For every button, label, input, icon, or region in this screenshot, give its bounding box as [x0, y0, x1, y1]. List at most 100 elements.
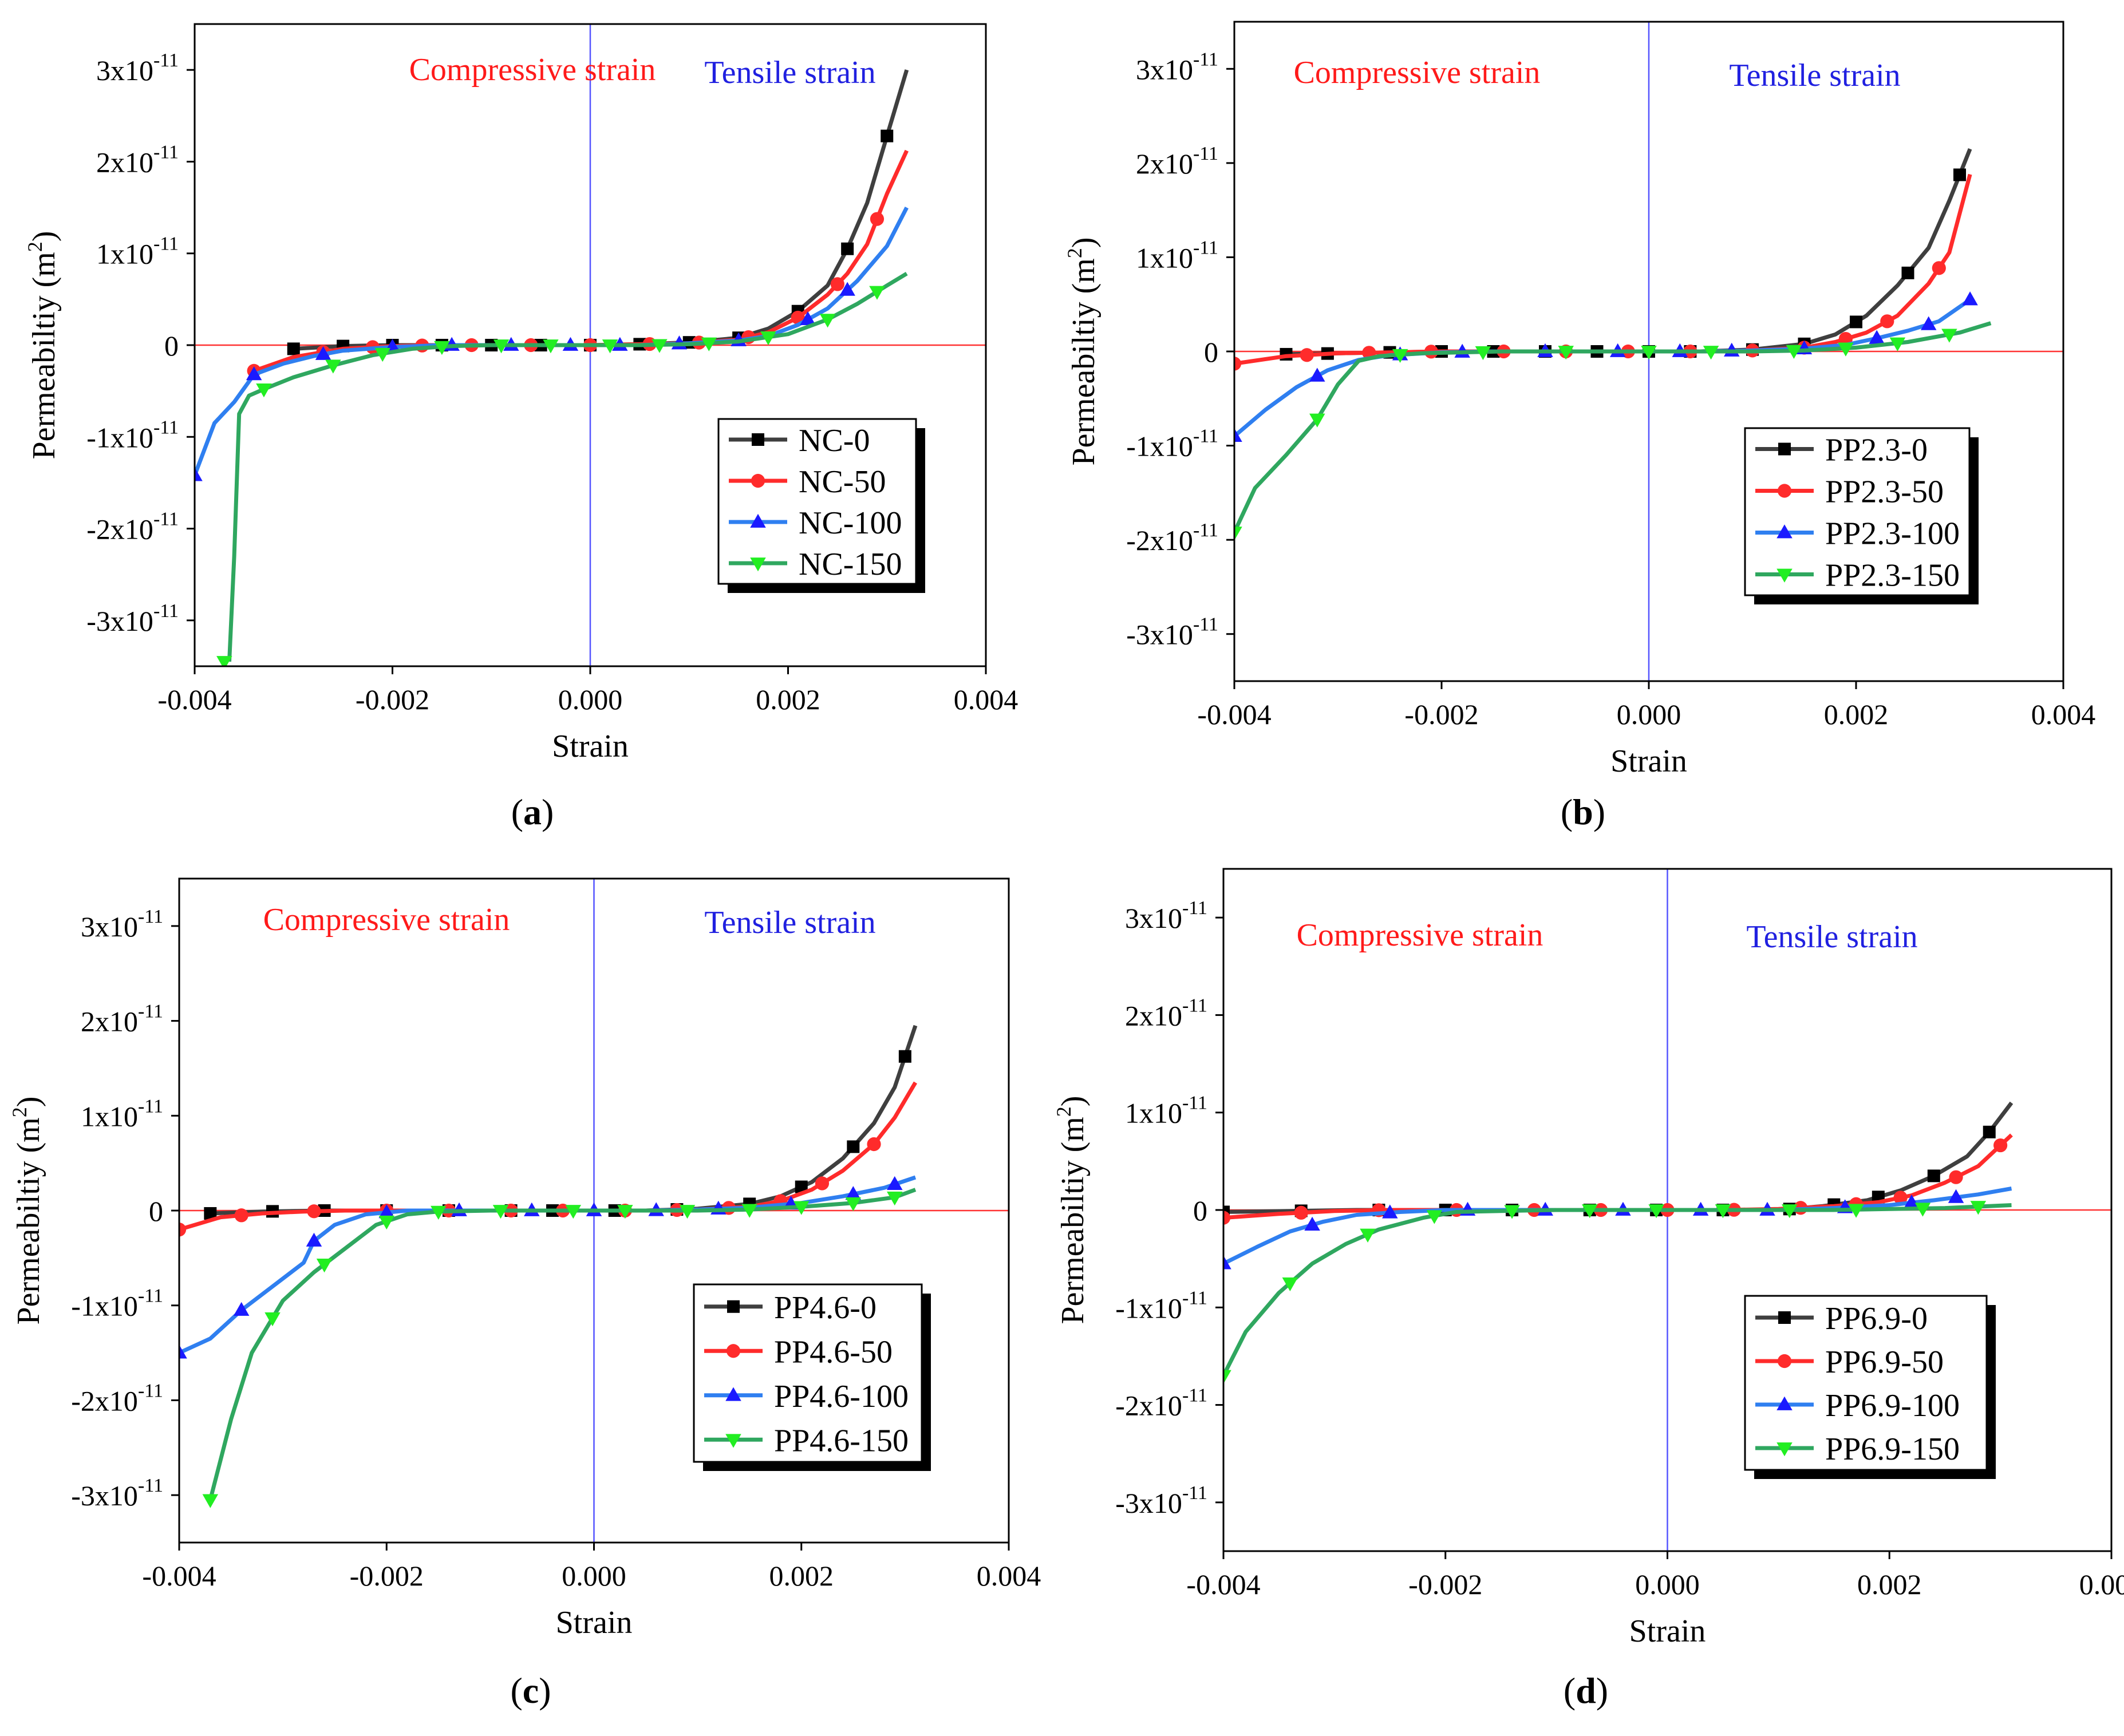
y-tick-base: -3x10	[86, 605, 153, 637]
legend-item-PP6.9-0: PP6.9-0	[1755, 1301, 1928, 1336]
x-tick-label: -0.002	[1408, 1568, 1482, 1600]
caption-letter: c	[523, 1670, 539, 1711]
legend-marker-PP4.6-50	[726, 1344, 741, 1358]
data-point-PP6.9-150-0	[1223, 1370, 1231, 1384]
caption-open-paren: (	[511, 792, 523, 832]
y-tick-base: 3x10	[1125, 902, 1182, 934]
data-point-PP2.3-100-10	[1920, 316, 1937, 330]
x-tick-label: 0.002	[1857, 1568, 1922, 1600]
data-point-PP2.3-0-11	[1850, 315, 1862, 329]
data-point-PP2.3-50-0	[1234, 357, 1242, 371]
x-tick-label: 0.004	[954, 683, 1018, 715]
y-tick-exponent: -11	[153, 141, 179, 163]
data-point-PP4.6-0-12	[898, 1050, 911, 1063]
plot-area	[1234, 148, 1992, 541]
data-point-PP2.3-150-6	[1703, 346, 1719, 360]
y-tick-base: 2x10	[96, 146, 153, 178]
legend-box	[1744, 1295, 1988, 1471]
data-point-PP4.6-50-11	[815, 1176, 830, 1191]
data-point-PP6.9-0-11	[1927, 1169, 1940, 1183]
data-point-PP2.3-150-3	[1475, 346, 1491, 361]
legend-marker-PP4.6-100	[725, 1387, 741, 1401]
legend-item-PP4.6-0: PP4.6-0	[704, 1290, 877, 1326]
y-tick-exponent: -11	[153, 234, 179, 255]
y-tick-base: 3x10	[81, 911, 138, 943]
y-tick-exponent: -11	[153, 509, 179, 530]
y-tick-label: -1x10-11	[86, 417, 179, 453]
data-point-PP4.6-50-2	[307, 1204, 321, 1219]
chart-panel-d: -0.004-0.0020.0000.0020.0043x10-112x10-1…	[1052, 868, 2124, 1711]
data-point-NC-100-1	[246, 366, 262, 381]
data-point-PP2.3-50-12	[1932, 261, 1946, 275]
y-tick-exponent: -11	[153, 417, 179, 438]
data-point-PP4.6-150-3	[378, 1215, 394, 1230]
legend-marker-PP2.3-150	[1776, 568, 1793, 583]
data-point-PP2.3-150-9	[1889, 337, 1906, 351]
legend-item-PP2.3-150: PP2.3-150	[1755, 558, 1960, 594]
x-axis-title: Strain	[556, 1605, 633, 1640]
legend: PP2.3-0 PP2.3-50 PP2.3-100 PP2.3-150	[1744, 427, 1979, 604]
y-tick-exponent: -11	[1193, 520, 1218, 541]
legend-label: NC-0	[799, 423, 870, 458]
data-point-PP6.9-50-1	[1294, 1205, 1308, 1220]
legend-box	[1744, 427, 1971, 596]
data-point-NC-0-0	[287, 342, 300, 355]
y-tick-exponent: -11	[1193, 426, 1218, 447]
y-tick-base: 1x10	[81, 1100, 138, 1132]
data-point-PP2.3-150-7	[1786, 345, 1802, 359]
data-point-PP4.6-100-11	[887, 1176, 903, 1191]
y-tick-base: -3x10	[1115, 1487, 1182, 1519]
y-tick-label: 1x10-11	[1125, 1093, 1207, 1129]
data-point-NC-150-5	[493, 339, 510, 354]
data-point-NC-150-10	[760, 331, 776, 346]
series-line-NC-150	[227, 272, 908, 662]
y-tick-exponent: -11	[1193, 143, 1218, 164]
series-line-NC-50	[253, 149, 909, 373]
legend-label: PP4.6-100	[774, 1379, 909, 1414]
y-tick-base: -3x10	[1126, 619, 1193, 651]
data-point-PP6.9-50-0	[1223, 1211, 1231, 1225]
chart-panel-b: -0.004 -0.002 0.000 0.002 0.0043x10-112x10-1…	[1063, 21, 2095, 832]
y-tick-exponent: -11	[1182, 1482, 1207, 1504]
legend-item-PP2.3-50: PP2.3-50	[1755, 474, 1944, 510]
data-point-PP4.6-50-12	[867, 1137, 881, 1152]
tensile-strain-label: Tensile strain	[1729, 58, 1900, 93]
x-tick-label: -0.002	[1404, 698, 1478, 730]
x-tick-label: 0.000	[1635, 1568, 1700, 1600]
x-axis-title: Strain	[1610, 744, 1687, 779]
data-point-PP2.3-150-10	[1941, 329, 1957, 343]
legend-item-PP4.6-150: PP4.6-150	[704, 1423, 909, 1458]
y-tick-label: -1x10-11	[71, 1286, 163, 1322]
y-axis-title-main: Permeabiltiy (m	[1055, 1117, 1091, 1324]
data-point-PP2.3-0-13	[1953, 168, 1966, 181]
x-tick-label: 0.004	[977, 1560, 1041, 1592]
caption-open-paren: (	[1564, 1670, 1576, 1711]
data-point-NC-50-12	[870, 212, 885, 226]
y-tick-exponent: -11	[1182, 1385, 1207, 1406]
y-axis-title: Permeabiltiy (m2)	[8, 1096, 46, 1324]
data-point-PP2.3-150-2	[1392, 349, 1408, 363]
data-point-PP4.6-0-0	[204, 1207, 217, 1220]
data-point-PP2.3-150-8	[1838, 342, 1854, 357]
panel-caption: (d)	[1564, 1670, 1608, 1711]
data-point-NC-0-11	[841, 242, 854, 255]
y-axis-title-close: )	[26, 231, 62, 242]
y-tick-exponent: -11	[1182, 1287, 1207, 1308]
caption-letter: d	[1576, 1670, 1596, 1711]
legend-box	[717, 418, 917, 585]
data-point-PP4.6-0-10	[795, 1180, 808, 1193]
data-point-PP4.6-150-5	[492, 1205, 509, 1219]
x-axis-title: Strain	[1629, 1614, 1706, 1649]
legend-marker-PP4.6-150	[725, 1434, 741, 1448]
y-tick-label: -3x10-11	[1115, 1482, 1207, 1519]
y-tick-base: 3x10	[1136, 53, 1193, 85]
data-point-PP6.9-150-9	[1848, 1204, 1864, 1218]
y-tick-label: -1x10-11	[1115, 1287, 1207, 1324]
x-tick-label: -0.002	[350, 1560, 424, 1592]
x-tick-label: 0.000	[1617, 698, 1681, 730]
series-line-PP4.6-0	[210, 1025, 918, 1216]
y-tick-label: -3x10-11	[86, 600, 179, 637]
data-point-PP6.9-150-6	[1648, 1204, 1664, 1219]
legend-item-NC-150: NC-150	[729, 547, 902, 582]
legend: PP4.6-0 PP4.6-50 PP4.6-100 PP4.6-150	[693, 1283, 931, 1471]
